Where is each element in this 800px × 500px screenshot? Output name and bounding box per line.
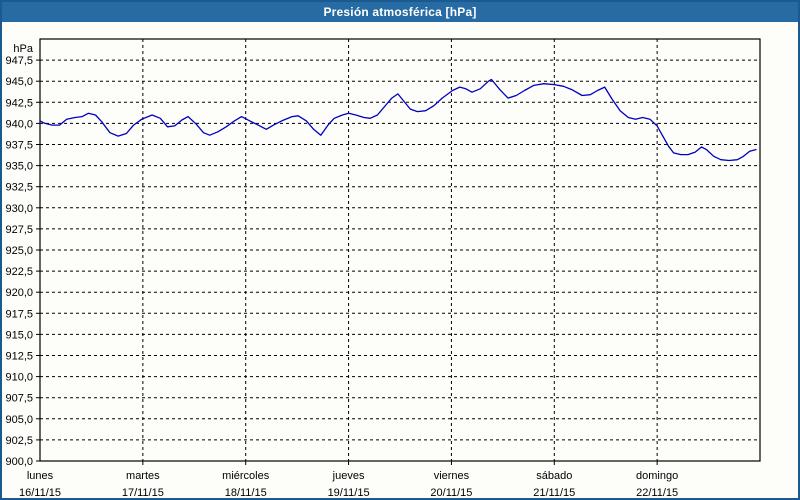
axes (36, 38, 761, 465)
svg-text:927,5: 927,5 (5, 224, 33, 236)
x-axis-day-label: domingo 22/11/15 (636, 470, 678, 498)
x-axis-day-label: miércoles 18/11/15 (222, 470, 270, 498)
svg-text:20/11/15: 20/11/15 (430, 487, 472, 498)
svg-text:935,0: 935,0 (5, 161, 33, 173)
x-axis-day-label: martes 17/11/15 (122, 470, 164, 498)
svg-text:jueves: jueves (332, 470, 365, 482)
svg-text:925,0: 925,0 (5, 245, 33, 257)
svg-text:917,5: 917,5 (5, 308, 33, 320)
svg-text:922,5: 922,5 (5, 266, 33, 278)
pressure-line (39, 78, 757, 162)
pressure-line-chart: 947,5 945,0 942,5 940,0 937,5 935,0 932,5 930,0… (5, 38, 761, 498)
svg-text:945,0: 945,0 (5, 76, 33, 88)
x-axis-day-label: sábado 21/11/15 (533, 470, 575, 498)
svg-text:sábado: sábado (536, 470, 572, 482)
svg-text:domingo: domingo (636, 470, 678, 482)
svg-text:19/11/15: 19/11/15 (328, 487, 370, 498)
x-axis-day-label: viernes 20/11/15 (430, 470, 472, 498)
svg-text:947,5: 947,5 (5, 55, 33, 67)
svg-text:902,5: 902,5 (5, 435, 33, 447)
chart-title: Presión atmosférica [hPa] (323, 5, 477, 19)
x-axis-day-label: lunes 16/11/15 (19, 470, 61, 498)
y-axis-unit-label: hPa (13, 43, 33, 55)
svg-text:907,5: 907,5 (5, 393, 33, 405)
svg-text:martes: martes (126, 470, 160, 482)
svg-text:22/11/15: 22/11/15 (636, 487, 678, 498)
svg-text:lunes: lunes (27, 470, 54, 482)
svg-text:18/11/15: 18/11/15 (225, 487, 267, 498)
svg-text:937,5: 937,5 (5, 140, 33, 152)
svg-text:905,0: 905,0 (5, 414, 33, 426)
svg-text:940,0: 940,0 (5, 118, 33, 130)
svg-text:910,0: 910,0 (5, 372, 33, 384)
svg-text:930,0: 930,0 (5, 203, 33, 215)
svg-text:915,0: 915,0 (5, 329, 33, 341)
svg-text:viernes: viernes (434, 470, 470, 482)
svg-text:21/11/15: 21/11/15 (533, 487, 575, 498)
title-bar: Presión atmosférica [hPa] (2, 2, 798, 22)
svg-text:932,5: 932,5 (5, 182, 33, 194)
svg-text:16/11/15: 16/11/15 (19, 487, 61, 498)
svg-text:920,0: 920,0 (5, 287, 33, 299)
pressure-series (39, 78, 757, 162)
svg-text:miércoles: miércoles (222, 470, 270, 482)
grid-lines (40, 39, 760, 461)
svg-text:900,0: 900,0 (5, 456, 33, 468)
y-axis-labels: 947,5 945,0 942,5 940,0 937,5 935,0 932,5 930,0… (5, 43, 33, 468)
chart-area: 947,5 945,0 942,5 940,0 937,5 935,0 932,5 930,0… (2, 22, 798, 498)
svg-text:17/11/15: 17/11/15 (122, 487, 164, 498)
svg-text:942,5: 942,5 (5, 97, 33, 109)
x-axis-labels: lunes 16/11/15 martes 17/11/15 miércoles 18/1… (19, 470, 678, 498)
svg-text:912,5: 912,5 (5, 351, 33, 363)
x-axis-day-label: jueves 19/11/15 (328, 470, 370, 498)
